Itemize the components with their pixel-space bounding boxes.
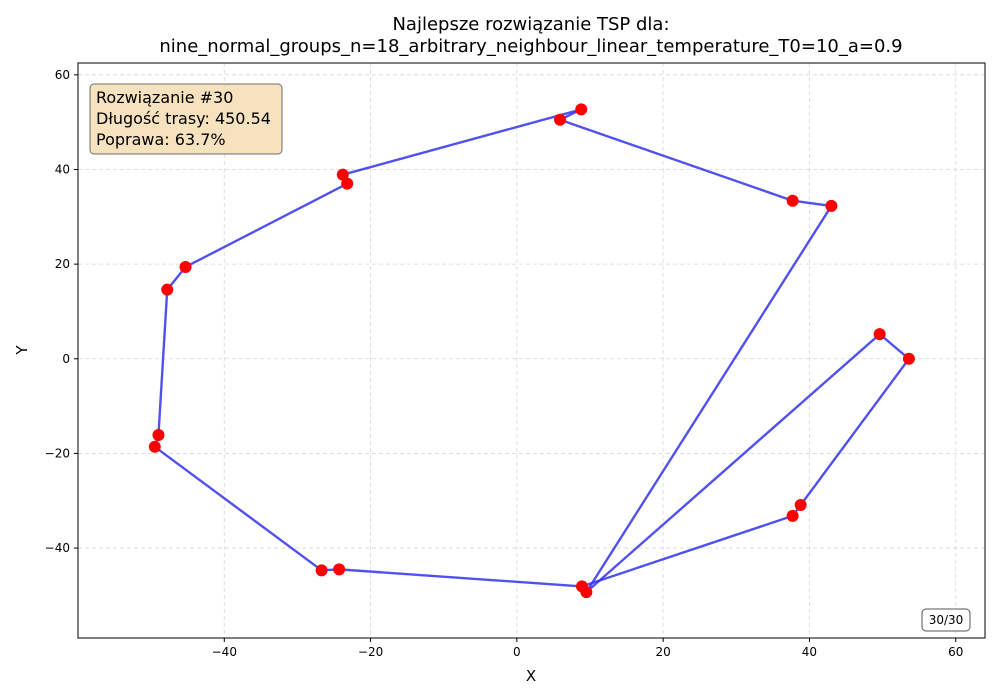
y-tick-label: −20 [45,446,70,460]
y-axis-label: Y [13,345,31,356]
city-point [786,194,799,207]
city-point [336,168,349,181]
route-segment [791,199,833,208]
city-point [315,564,328,577]
y-tick-label: 20 [55,257,70,271]
plot-frame [77,62,986,639]
city-point [161,283,174,296]
chart-title-line2: nine_normal_groups_n=18_arbitrary_neighb… [159,36,902,57]
city-point [825,199,838,212]
route-segment [878,332,911,360]
route-lines [153,108,911,594]
chart-title-line1: Najlepsze rozwiązanie TSP dla: [392,14,669,35]
route-segment [341,108,583,176]
city-point [152,428,165,441]
city-point [179,260,192,273]
route-segment [799,357,911,507]
y-tick-label: 60 [55,68,70,82]
x-tick-label: −40 [212,645,237,659]
y-tick-label: 40 [55,162,70,176]
info-solution-number: Rozwiązanie #30 [96,88,233,107]
info-box-background [89,83,283,155]
info-route-length: Długość trasy: 450.54 [96,109,271,128]
city-point [580,586,593,599]
x-axis-ticks: −40 −20 0 20 40 60 [212,638,963,659]
city-point [341,177,354,190]
city-point [873,328,886,341]
frame-counter-box [921,608,971,632]
route-segment [184,182,349,269]
frame-counter: 30/30 [921,608,971,632]
route-segment [558,118,794,202]
y-tick-label: 0 [62,352,70,366]
route-segment [153,445,323,572]
grid [78,63,985,638]
x-tick-label: 0 [513,645,521,659]
route-segment [585,332,881,594]
city-point [794,499,807,512]
y-axis-ticks: −40 −20 0 20 40 60 [45,68,78,555]
route-points [148,103,915,599]
city-point [333,563,346,576]
info-box: Rozwiązanie #30 Długość trasy: 450.54 Po… [89,83,283,155]
x-tick-label: 40 [802,645,817,659]
frame-counter-text: 30/30 [929,613,964,627]
route-segment [580,514,794,588]
city-point [786,509,799,522]
info-improvement: Poprawa: 63.7% [96,130,226,149]
x-tick-label: −20 [358,645,383,659]
route-segment [157,288,169,437]
route-segment [337,568,584,588]
x-tick-label: 60 [948,645,963,659]
city-point [148,440,161,453]
city-point [554,113,567,126]
city-point [575,103,588,116]
x-axis-label: X [526,667,536,685]
y-tick-label: −40 [45,541,70,555]
x-tick-label: 20 [656,645,671,659]
city-point [902,352,915,365]
route-segment [585,204,833,594]
